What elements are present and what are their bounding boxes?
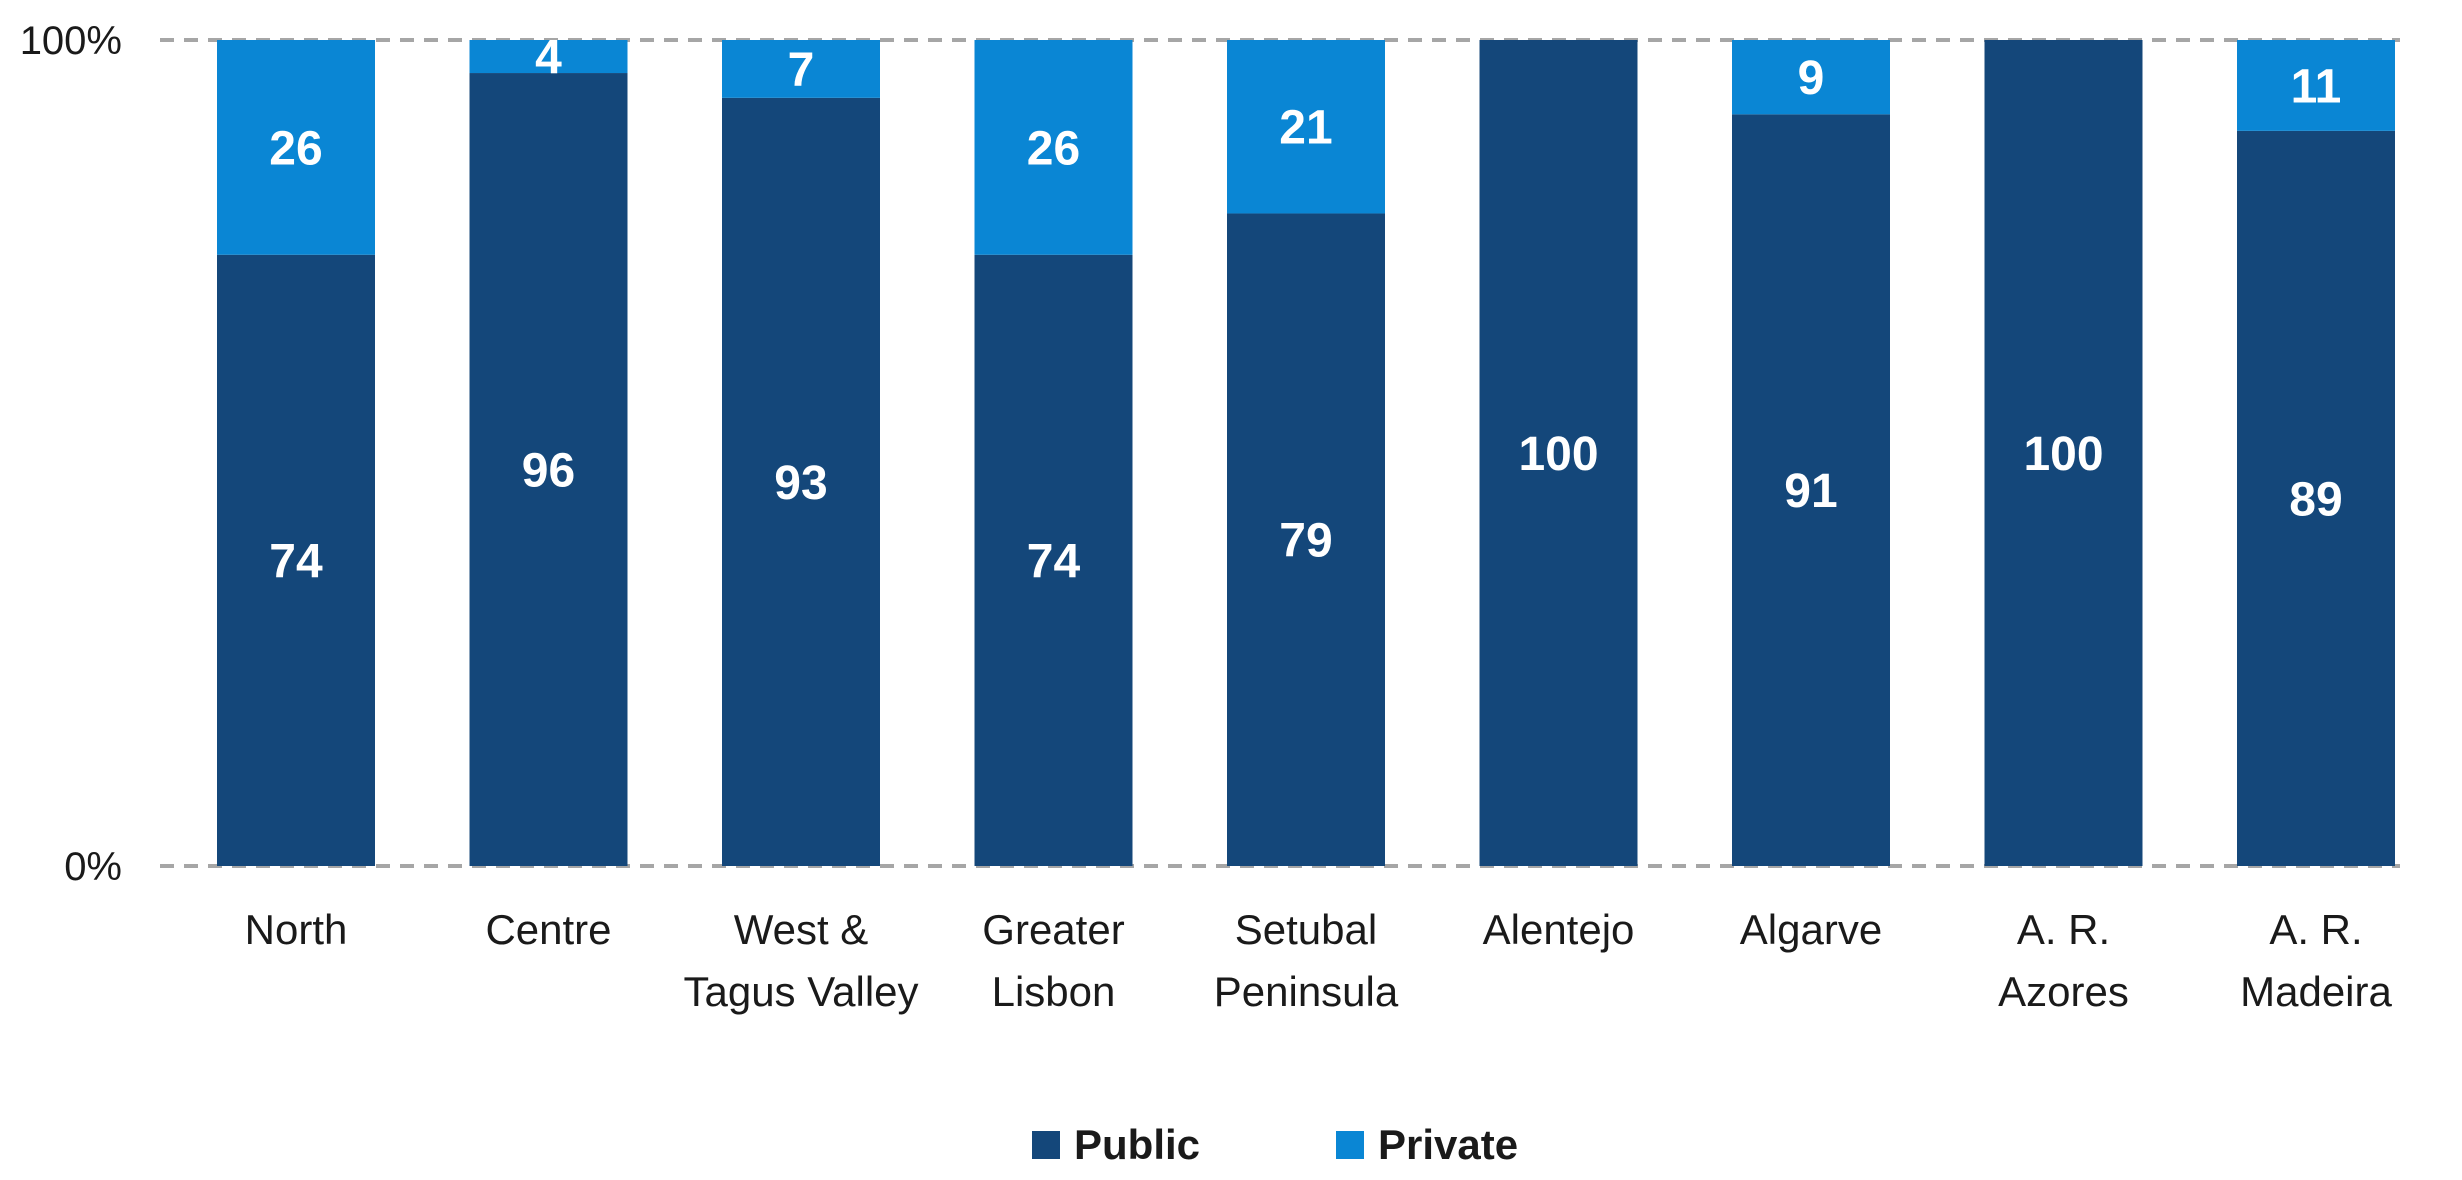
bar-public xyxy=(722,97,880,866)
bar-public xyxy=(1479,40,1638,866)
legend-swatch-private xyxy=(1336,1131,1364,1159)
legend-label-private: Private xyxy=(1378,1121,1518,1168)
bar-public xyxy=(469,73,628,867)
data-label: 96 xyxy=(522,445,575,498)
data-label: 26 xyxy=(1027,122,1080,175)
data-label: 93 xyxy=(774,457,827,510)
x-category-label: Peninsula xyxy=(1214,968,1399,1015)
x-category-label: A. R. xyxy=(2269,906,2362,953)
data-label: 89 xyxy=(2289,473,2342,526)
x-category-label: Lisbon xyxy=(992,968,1116,1015)
bar-private xyxy=(217,40,375,255)
axes: 0% 100% North Centre West & Tagus Valley Great… xyxy=(20,19,2393,1015)
x-category-label: Algarve xyxy=(1740,906,1882,953)
bar-public xyxy=(1227,213,1385,866)
bar-public xyxy=(1984,40,2143,866)
bars xyxy=(217,40,2395,867)
data-label: 11 xyxy=(2291,60,2342,113)
bar-public xyxy=(217,254,375,866)
bar-private xyxy=(469,40,628,74)
bar-private xyxy=(974,40,1133,255)
x-category-label: Azores xyxy=(1998,968,2129,1015)
legend: Public Private xyxy=(1032,1121,1518,1168)
bar-private xyxy=(1227,40,1385,214)
x-category-label: Madeira xyxy=(2240,968,2392,1015)
data-label: 91 xyxy=(1784,465,1837,518)
x-category-label: North xyxy=(245,906,348,953)
data-label: 26 xyxy=(269,122,322,175)
bar-private xyxy=(1732,40,1890,115)
data-label: 100 xyxy=(1518,428,1598,481)
y-tick-label: 0% xyxy=(64,845,122,889)
data-label: 21 xyxy=(1279,102,1332,155)
data-labels: 74 26 96 4 93 7 74 26 79 21 100 91 9 100 89 11 xyxy=(269,32,2342,589)
bar-public xyxy=(974,254,1133,866)
x-category-label: A. R. xyxy=(2017,906,2110,953)
x-category-label: West & xyxy=(734,906,869,953)
data-label: 4 xyxy=(535,32,562,85)
data-label: 74 xyxy=(269,535,323,588)
x-category-label: Greater xyxy=(982,906,1124,953)
data-label: 79 xyxy=(1279,515,1332,568)
data-label: 74 xyxy=(1027,535,1081,588)
bar-public xyxy=(1732,114,1890,867)
x-category-label: Tagus Valley xyxy=(683,968,918,1015)
legend-label-public: Public xyxy=(1074,1121,1200,1168)
data-label: 7 xyxy=(788,44,815,97)
bar-public xyxy=(2237,130,2395,867)
data-label: 100 xyxy=(2023,428,2103,481)
bar-private xyxy=(2237,40,2395,131)
x-category-label: Centre xyxy=(485,906,611,953)
data-label: 9 xyxy=(1798,52,1825,105)
bar-private xyxy=(722,40,880,98)
x-category-label: Setubal xyxy=(1235,906,1377,953)
y-tick-label: 100% xyxy=(20,19,122,63)
legend-swatch-public xyxy=(1032,1131,1060,1159)
x-category-label: Alentejo xyxy=(1483,906,1635,953)
